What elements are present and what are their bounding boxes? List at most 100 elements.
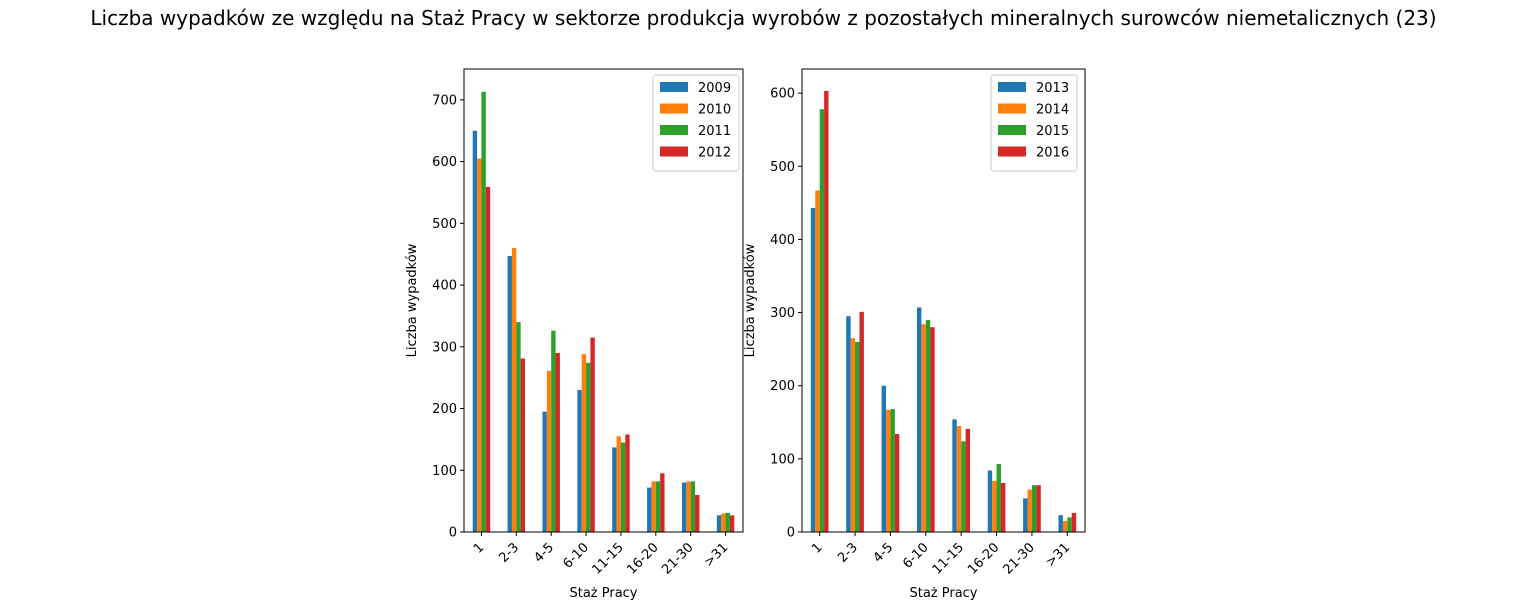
y-tick-label-2-300: 300 bbox=[770, 306, 795, 321]
legend-swatch-2010 bbox=[660, 103, 688, 114]
bar-1-2011-3 bbox=[586, 362, 591, 532]
bar-2-2015-4 bbox=[961, 441, 966, 532]
x-tick-label-2-1: 2-3 bbox=[835, 540, 861, 566]
bar-2-2015-3 bbox=[925, 319, 931, 532]
bar-2-2014-5 bbox=[992, 480, 997, 532]
bar-2-2013-2 bbox=[881, 385, 887, 532]
bar-2-2016-7 bbox=[1071, 512, 1077, 532]
legend-label-2015: 2015 bbox=[1036, 124, 1069, 139]
y-tick-label-1-100: 100 bbox=[432, 464, 457, 479]
legend-swatch-2009 bbox=[660, 82, 688, 92]
bar-2-2013-7 bbox=[1058, 515, 1063, 532]
legend-label-2016: 2016 bbox=[1036, 146, 1069, 161]
bar-2-2016-2 bbox=[894, 433, 900, 532]
x-tick-label-2-5: 16-20 bbox=[965, 540, 1002, 577]
x-tick-label-2-2: 4-5 bbox=[871, 540, 897, 566]
legend-swatch-2011 bbox=[660, 125, 688, 135]
y-tick-label-2-200: 200 bbox=[770, 379, 795, 394]
y-tick-label-2-500: 500 bbox=[770, 160, 795, 175]
bar-1-2009-3 bbox=[577, 390, 582, 532]
bar-1-2009-4 bbox=[612, 447, 617, 532]
legend-label-2010: 2010 bbox=[698, 103, 731, 118]
legend-swatch-2014 bbox=[998, 103, 1026, 114]
bar-2-2013-3 bbox=[916, 307, 922, 532]
x-tick-label-1-2: 4-5 bbox=[531, 540, 557, 566]
legend-swatch-2013 bbox=[998, 82, 1026, 92]
x-tick-label-1-6: 21-30 bbox=[659, 540, 696, 577]
bar-1-2011-2 bbox=[551, 330, 556, 532]
bar-1-2011-5 bbox=[655, 481, 661, 532]
legend-swatch-2015 bbox=[998, 125, 1026, 135]
bar-1-2011-0 bbox=[481, 91, 486, 532]
bar-1-2009-2 bbox=[542, 411, 547, 532]
bar-2-2016-6 bbox=[1036, 485, 1041, 532]
bar-1-2011-1 bbox=[516, 322, 521, 532]
bar-1-2012-5 bbox=[660, 473, 665, 532]
bar-1-2012-2 bbox=[555, 352, 560, 532]
x-axis-label-1: Staż Pracy bbox=[569, 586, 637, 601]
bar-2-2014-0 bbox=[815, 190, 820, 533]
bar-1-2010-2 bbox=[546, 370, 552, 532]
y-tick-label-1-400: 400 bbox=[432, 279, 457, 294]
y-axis-label-1: Liczba wypadków bbox=[405, 243, 420, 357]
axes-frame-2 bbox=[801, 68, 1086, 533]
bar-1-2009-7 bbox=[716, 515, 722, 532]
bar-1-2010-1 bbox=[511, 248, 517, 532]
y-tick-label-1-700: 700 bbox=[432, 93, 457, 108]
x-tick-label-2-4: 11-15 bbox=[930, 540, 967, 577]
bar-1-2012-0 bbox=[485, 186, 491, 532]
bar-1-2012-3 bbox=[590, 337, 595, 532]
legend-label-2014: 2014 bbox=[1036, 103, 1069, 118]
bar-2-2013-6 bbox=[1023, 498, 1028, 532]
bar-2-2014-3 bbox=[921, 324, 926, 532]
y-tick-label-1-300: 300 bbox=[432, 340, 457, 355]
bar-2-2016-1 bbox=[859, 311, 864, 532]
bar-2-2013-1 bbox=[846, 316, 851, 532]
bar-1-2009-6 bbox=[681, 482, 687, 532]
bar-2-2014-1 bbox=[850, 338, 856, 532]
bar-2-2015-1 bbox=[855, 341, 860, 532]
bar-2-2015-6 bbox=[1031, 485, 1037, 532]
y-tick-label-1-500: 500 bbox=[432, 217, 457, 232]
legend-label-2012: 2012 bbox=[698, 146, 731, 161]
x-tick-label-1-4: 11-15 bbox=[589, 540, 626, 577]
x-tick-label-1-3: 6-10 bbox=[560, 540, 591, 571]
bar-2-2015-2 bbox=[890, 409, 895, 532]
bar-2-2014-2 bbox=[886, 409, 891, 532]
bar-1-2009-1 bbox=[507, 256, 512, 532]
x-tick-label-2-7: >31 bbox=[1043, 540, 1073, 570]
bar-2-2014-6 bbox=[1027, 489, 1032, 532]
x-tick-label-1-1: 2-3 bbox=[497, 540, 523, 566]
bar-2-2016-0 bbox=[824, 90, 829, 532]
y-axis-label-2: Liczba wypadków bbox=[743, 243, 758, 357]
bar-1-2010-4 bbox=[616, 436, 621, 532]
y-tick-label-2-0: 0 bbox=[787, 526, 795, 541]
x-tick-label-2-3: 6-10 bbox=[900, 540, 931, 571]
bar-2-2013-5 bbox=[987, 470, 993, 532]
bar-1-2011-6 bbox=[690, 481, 696, 532]
x-tick-label-2-6: 21-30 bbox=[1000, 540, 1037, 577]
legend-label-2011: 2011 bbox=[698, 124, 731, 139]
bar-1-2012-4 bbox=[625, 434, 630, 532]
legend-label-2013: 2013 bbox=[1036, 81, 1069, 96]
y-tick-label-2-100: 100 bbox=[770, 452, 795, 467]
bar-2-2013-4 bbox=[952, 419, 957, 532]
axes-frame-1 bbox=[463, 68, 744, 533]
bar-1-2012-7 bbox=[729, 515, 735, 532]
bar-1-2010-5 bbox=[651, 481, 656, 532]
bar-1-2012-1 bbox=[520, 358, 526, 532]
bar-2-2016-4 bbox=[965, 428, 971, 532]
figure-title: Liczba wypadków ze względu na Staż Pracy… bbox=[90, 6, 1437, 30]
y-tick-label-1-600: 600 bbox=[432, 155, 457, 170]
bar-1-2010-6 bbox=[686, 481, 691, 532]
legend-swatch-2016 bbox=[998, 146, 1026, 157]
bar-1-2010-3 bbox=[581, 354, 587, 532]
x-axis-label-2: Staż Pracy bbox=[909, 586, 977, 601]
bar-2-2015-5 bbox=[996, 463, 1001, 532]
bar-2-2014-7 bbox=[1062, 521, 1068, 532]
bar-1-2010-7 bbox=[721, 513, 726, 532]
x-tick-label-2-0: 1 bbox=[809, 540, 825, 556]
x-tick-label-1-0: 1 bbox=[471, 540, 487, 556]
bar-1-2012-6 bbox=[695, 494, 700, 532]
